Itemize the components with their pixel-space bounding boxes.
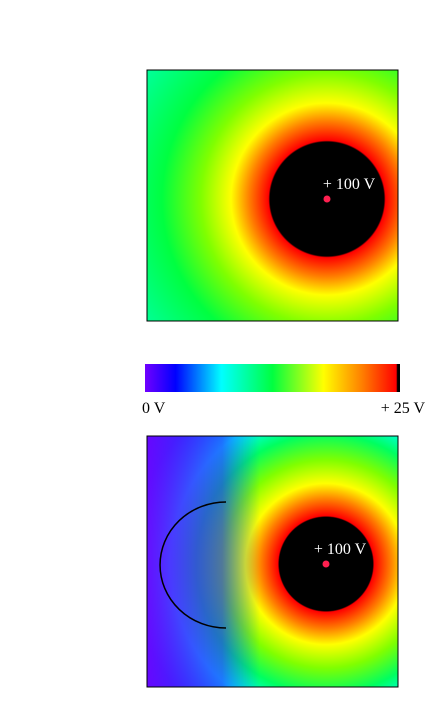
charge-dot	[322, 560, 330, 568]
colorbar-min: 0 V	[142, 400, 166, 417]
charge-dot	[323, 195, 331, 203]
frame	[146, 435, 399, 688]
colorbar-max: + 25 V	[381, 400, 426, 417]
shade	[147, 436, 398, 687]
grounded-arc	[159, 501, 227, 629]
potential-map-bottom	[146, 435, 399, 688]
voltage-label: + 100 V	[323, 176, 376, 193]
voltage-label: + 100 V	[314, 541, 367, 558]
potential-map-top	[146, 69, 399, 322]
colorbar	[145, 364, 400, 392]
